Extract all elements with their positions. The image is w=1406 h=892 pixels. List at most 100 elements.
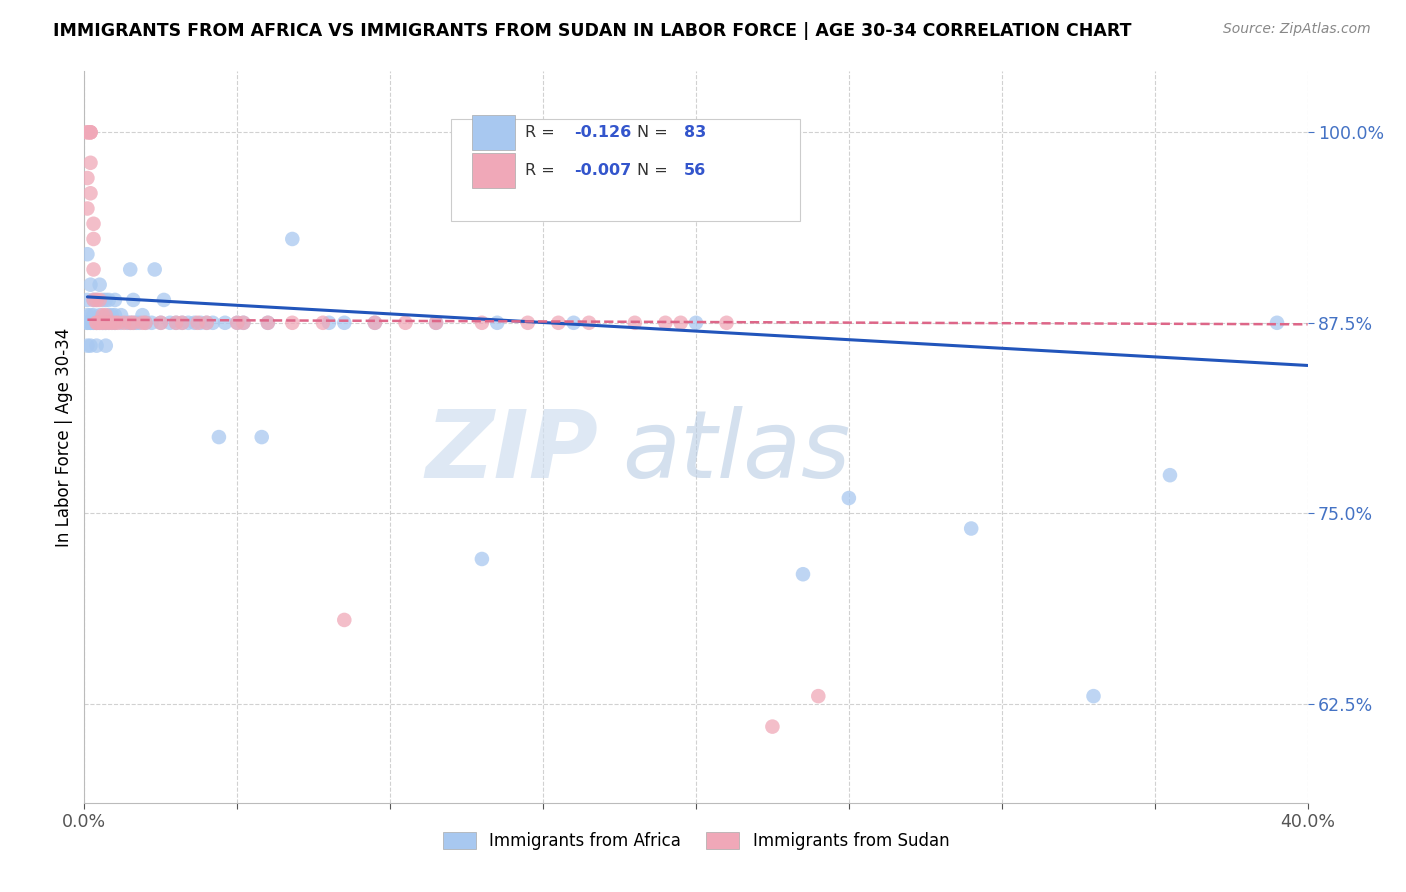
Point — [128, 316, 150, 330]
Point — [104, 308, 127, 322]
Point — [562, 316, 585, 330]
Point — [94, 316, 117, 330]
Point — [654, 316, 676, 330]
Point — [364, 316, 387, 330]
Point — [107, 316, 129, 330]
Point — [122, 316, 145, 330]
Point — [76, 316, 98, 330]
Point — [83, 232, 105, 246]
Point — [91, 316, 114, 330]
Point — [141, 316, 163, 330]
Point — [83, 316, 105, 330]
Point — [94, 308, 117, 322]
Point — [83, 308, 105, 322]
Point — [1265, 316, 1288, 330]
Point — [83, 293, 105, 307]
Point — [143, 262, 166, 277]
Point — [89, 293, 111, 307]
Point — [76, 202, 98, 216]
Point — [91, 316, 114, 330]
Point — [79, 277, 101, 292]
Point — [76, 308, 98, 322]
Point — [89, 316, 111, 330]
Point — [110, 308, 132, 322]
Point — [86, 316, 108, 330]
Point — [83, 316, 105, 330]
Point — [122, 316, 145, 330]
Point — [131, 308, 153, 322]
Point — [97, 293, 120, 307]
Text: -0.126: -0.126 — [574, 125, 631, 140]
Point — [79, 125, 101, 139]
Point — [101, 316, 124, 330]
Point — [208, 430, 231, 444]
Text: -0.007: -0.007 — [574, 163, 631, 178]
Point — [838, 491, 860, 505]
Point — [547, 316, 569, 330]
Point — [97, 308, 120, 322]
Point — [226, 316, 249, 330]
Point — [172, 316, 194, 330]
FancyBboxPatch shape — [472, 115, 515, 151]
Point — [79, 125, 101, 139]
Point — [716, 316, 738, 330]
Point — [91, 308, 114, 322]
Point — [257, 316, 280, 330]
Text: Source: ZipAtlas.com: Source: ZipAtlas.com — [1223, 22, 1371, 37]
Point — [172, 316, 194, 330]
Point — [149, 316, 172, 330]
Point — [83, 262, 105, 277]
Point — [394, 316, 416, 330]
Point — [190, 316, 212, 330]
Point — [83, 293, 105, 307]
Point — [232, 316, 254, 330]
Point — [91, 293, 114, 307]
Point — [112, 316, 135, 330]
Point — [186, 316, 208, 330]
Point — [115, 316, 138, 330]
Point — [79, 156, 101, 170]
Point — [195, 316, 218, 330]
Point — [318, 316, 340, 330]
Point — [153, 293, 176, 307]
FancyBboxPatch shape — [472, 153, 515, 188]
Point — [120, 316, 142, 330]
Point — [165, 316, 187, 330]
Point — [425, 316, 447, 330]
Point — [89, 308, 111, 322]
Text: 83: 83 — [683, 125, 706, 140]
Point — [76, 125, 98, 139]
Point — [471, 316, 494, 330]
Point — [1083, 689, 1105, 703]
Point — [89, 277, 111, 292]
Point — [131, 316, 153, 330]
Point — [86, 316, 108, 330]
Point — [257, 316, 280, 330]
Point — [86, 316, 108, 330]
Point — [333, 316, 356, 330]
Point — [76, 125, 98, 139]
Point — [232, 316, 254, 330]
Point — [333, 613, 356, 627]
Point — [79, 186, 101, 201]
Point — [104, 316, 127, 330]
Point — [94, 316, 117, 330]
Point — [79, 308, 101, 322]
Point — [86, 316, 108, 330]
Point — [792, 567, 814, 582]
Point — [94, 339, 117, 353]
Point — [149, 316, 172, 330]
Point — [94, 293, 117, 307]
Point — [76, 171, 98, 186]
Point — [125, 316, 148, 330]
Text: N =: N = — [637, 125, 673, 140]
Point — [177, 316, 200, 330]
Point — [86, 293, 108, 307]
Point — [120, 316, 142, 330]
Point — [281, 316, 304, 330]
Point — [97, 316, 120, 330]
Point — [471, 552, 494, 566]
Text: ZIP: ZIP — [425, 406, 598, 498]
Point — [89, 316, 111, 330]
Point — [761, 720, 783, 734]
